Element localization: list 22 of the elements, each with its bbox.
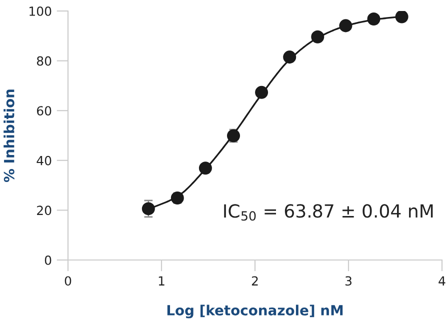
point: [283, 50, 296, 64]
y-tick-label: 100: [30, 6, 52, 16]
y-tick-label: 60: [36, 106, 52, 116]
point: [367, 12, 380, 26]
point: [311, 30, 324, 44]
point: [255, 86, 268, 99]
point: [142, 202, 155, 216]
y-tick-label: 0: [44, 255, 52, 265]
annotation: IC$_{50}$ = 63.87 ± 0.04 nM: [224, 204, 433, 221]
y-tick-label: 20: [37, 206, 52, 216]
x-tick-label: 0: [64, 276, 72, 286]
point: [395, 11, 408, 24]
y-tick-label: 40: [36, 156, 52, 166]
point: [198, 162, 212, 175]
y-axis-title: % Inhibition: [4, 90, 14, 182]
x-axis-title: Log [ketoconazole] nM: [167, 304, 343, 318]
point: [339, 19, 352, 32]
x-tick-label: 2: [252, 276, 258, 286]
x-tick-label: 3: [345, 276, 352, 286]
y-tick-label: 80: [36, 56, 52, 66]
x-tick-label: 4: [438, 276, 446, 286]
x-tick-label: 1: [158, 276, 164, 286]
